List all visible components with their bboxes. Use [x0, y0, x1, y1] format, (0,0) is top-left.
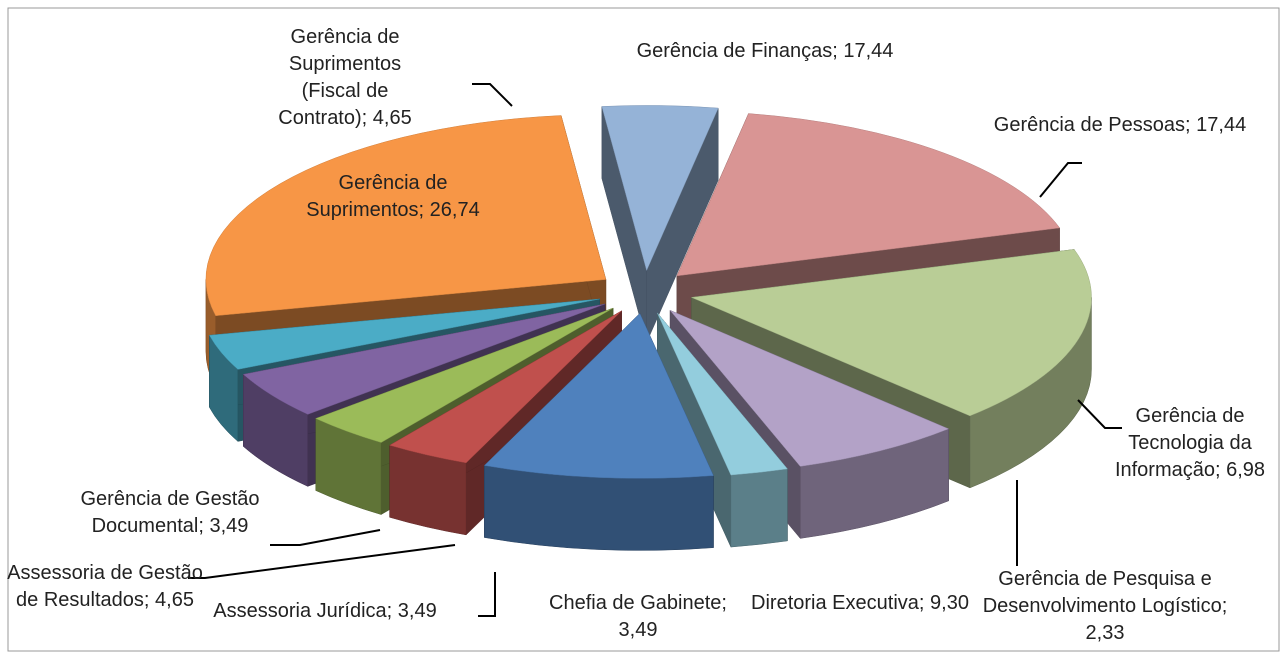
value-label: 17,44 — [843, 40, 894, 62]
value-label: 3,49 — [397, 600, 437, 622]
data-label: Assessoria de Gestão de Resultados; 4,65 — [5, 560, 205, 614]
value-label: 17,44 — [1196, 114, 1247, 136]
slice — [657, 312, 788, 476]
category-name: Gerência de Suprimentos — [306, 172, 448, 221]
data-label: Gerência de Pesquisa e Desenvolvimento L… — [980, 566, 1230, 647]
value-label: 3,49 — [618, 619, 658, 641]
category-name: Diretoria Executiva — [751, 592, 919, 614]
slice — [389, 310, 622, 464]
data-label: Gerência de Gestão Documental; 3,49 — [50, 486, 290, 540]
slice — [483, 313, 714, 479]
slice-side — [484, 465, 714, 551]
category-name: Gerência de Finanças — [636, 40, 833, 62]
label-separator: ; — [418, 199, 430, 221]
value-label: 4,65 — [372, 107, 412, 129]
category-name: Assessoria Jurídica — [213, 600, 387, 622]
label-separator: ; — [1185, 114, 1197, 136]
data-label: Diretoria Executiva; 9,30 — [745, 590, 975, 617]
category-name: Assessoria de Gestão de Resultados — [7, 562, 203, 611]
leader-line — [270, 529, 381, 546]
label-separator: ; — [1215, 459, 1227, 481]
leader-line — [188, 544, 456, 579]
data-label: Gerência de Tecnologia da Informação; 6,… — [1110, 403, 1270, 484]
category-name: Chefia de Gabinete — [549, 592, 722, 614]
leader-line — [1077, 399, 1122, 429]
leader-line — [478, 572, 496, 617]
data-label: Gerência de Pessoas; 17,44 — [990, 112, 1250, 139]
value-label: 6,98 — [1226, 459, 1266, 481]
slice — [242, 303, 606, 415]
data-label: Chefia de Gabinete; 3,49 — [538, 590, 738, 644]
category-name: Gerência de Gestão Documental — [80, 488, 260, 537]
label-separator: ; — [386, 600, 398, 622]
slice-group — [389, 310, 622, 536]
value-label: 3,49 — [209, 515, 249, 537]
slice — [676, 113, 1061, 277]
slice — [669, 310, 950, 467]
slice — [208, 298, 600, 370]
label-separator: ; — [143, 589, 156, 611]
slice — [690, 249, 1092, 417]
category-name: Gerência de Pessoas — [993, 114, 1186, 136]
data-label: Assessoria Jurídica; 3,49 — [210, 598, 440, 625]
slice-group — [601, 105, 719, 343]
label-separator: ; — [198, 515, 210, 537]
data-label: Gerência de Finanças; 17,44 — [635, 38, 895, 65]
slices — [205, 105, 1092, 551]
label-separator: ; — [721, 592, 727, 614]
label-separator: ; — [361, 107, 373, 129]
value-label: 26,74 — [429, 199, 480, 221]
value-label: 2,33 — [1085, 622, 1125, 644]
value-label: 9,30 — [930, 592, 969, 614]
value-label: 4,65 — [155, 589, 194, 611]
category-name: Gerência de Suprimentos (Fiscal de Contr… — [278, 26, 402, 129]
data-label: Gerência de Suprimentos (Fiscal de Contr… — [260, 24, 430, 132]
leader-line — [472, 83, 513, 107]
leader-lines — [188, 83, 1122, 617]
slice-group — [483, 312, 714, 551]
slice — [315, 307, 614, 443]
slice — [601, 105, 719, 272]
label-separator: ; — [918, 592, 931, 614]
category-name: Gerência de Pesquisa e Desenvolvimento L… — [982, 568, 1222, 617]
slice — [205, 115, 607, 316]
data-label: Gerência de Suprimentos; 26,74 — [288, 170, 498, 224]
slice-side — [730, 468, 788, 548]
label-separator: ; — [832, 40, 844, 62]
label-separator: ; — [1221, 595, 1228, 617]
leader-line — [1039, 162, 1082, 198]
category-name: Gerência de Tecnologia da Informação — [1114, 405, 1252, 481]
